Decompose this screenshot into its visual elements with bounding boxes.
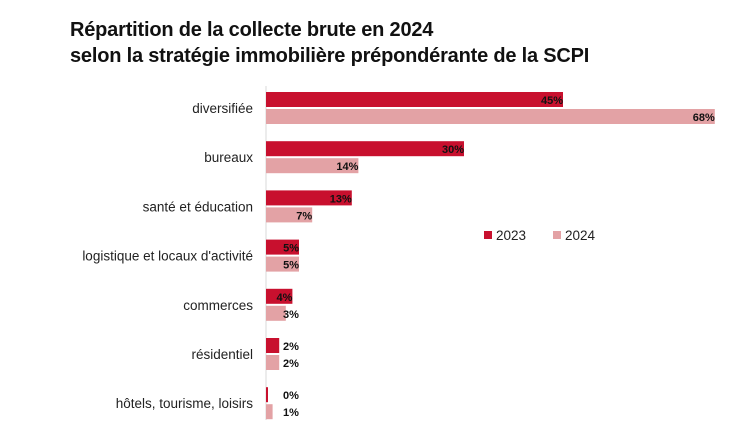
data-label-2024: 2%	[283, 358, 299, 370]
bar-2024	[266, 207, 313, 223]
data-label-2023: 5%	[283, 243, 299, 255]
category-label: santé et éducation	[143, 199, 253, 214]
data-label-2024: 7%	[296, 210, 312, 222]
data-label-2024: 14%	[336, 161, 358, 173]
chart-title: Répartition de la collecte brute en 2024…	[70, 17, 589, 69]
bar-2023	[266, 190, 352, 206]
bar-2023	[266, 141, 464, 157]
data-label-2023: 30%	[442, 144, 464, 156]
category-label: diversifiée	[192, 101, 253, 116]
data-label-2023: 13%	[330, 193, 352, 205]
bar-2024	[266, 256, 299, 272]
bar-2023	[266, 387, 268, 403]
category-label: hôtels, tourisme, loisirs	[116, 396, 254, 411]
category-label: logistique et locaux d'activité	[82, 249, 253, 264]
data-label-2023: 4%	[276, 292, 292, 304]
bar-2024	[266, 305, 286, 321]
bar-2024	[266, 109, 715, 124]
data-label-2024: 68%	[693, 112, 715, 124]
category-label: commerces	[183, 298, 253, 313]
bar-2023	[266, 92, 563, 107]
bar-2023	[266, 338, 280, 353]
data-label-2023: 0%	[283, 390, 299, 402]
category-label: bureaux	[204, 150, 253, 165]
legend: 2023 2024	[484, 228, 596, 243]
data-label-2024: 5%	[283, 260, 299, 272]
legend-label-2024: 2024	[565, 228, 596, 243]
bar-2023	[266, 288, 293, 304]
data-label-2023: 2%	[283, 341, 299, 353]
bars-group: diversifiée 45% 68% bureaux 30% 14% santé et é…	[82, 92, 715, 420]
legend-swatch-2023	[484, 231, 492, 239]
chart-title-line-1: Répartition de la collecte brute en 2024	[70, 19, 434, 41]
bar-2024	[266, 158, 359, 174]
bar-2024	[266, 404, 273, 420]
data-label-2024: 3%	[283, 309, 299, 321]
bar-2023	[266, 239, 299, 255]
category-label: résidentiel	[191, 347, 253, 362]
legend-swatch-2024	[553, 231, 561, 239]
chart-title-line-2: selon la stratégie immobilière prépondér…	[70, 45, 590, 67]
data-label-2024: 1%	[283, 407, 299, 419]
bar-2024	[266, 355, 280, 370]
data-label-2023: 45%	[541, 95, 563, 107]
legend-label-2023: 2023	[496, 228, 526, 243]
